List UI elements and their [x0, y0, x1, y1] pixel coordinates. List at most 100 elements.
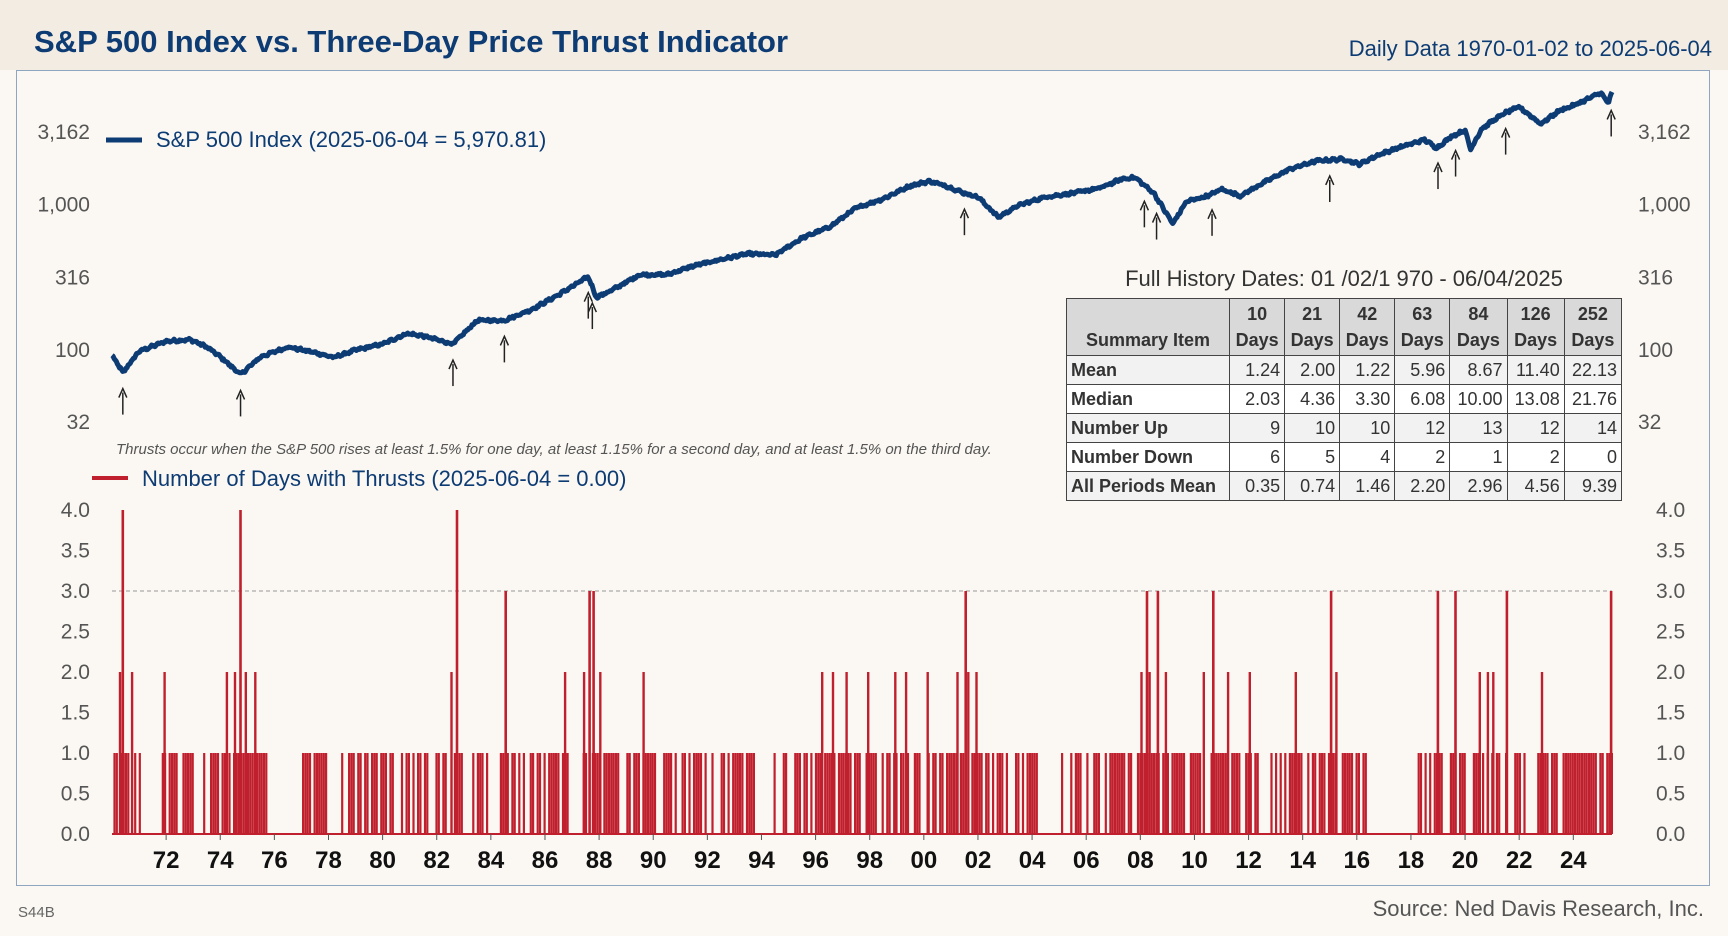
thrust-bar	[840, 753, 843, 834]
thrust-bar	[628, 753, 631, 834]
thrust-bar	[967, 672, 970, 834]
x-tick-label: 80	[369, 847, 396, 874]
arrow-head	[448, 358, 458, 370]
thrust-bar	[1127, 753, 1130, 834]
table-cell: 11.40	[1506, 355, 1565, 385]
thrust-bar	[782, 753, 785, 834]
thrust-bar	[699, 753, 703, 834]
thrust-bar	[670, 753, 673, 834]
thrust-bar	[1344, 753, 1347, 834]
table-cell: 2.96	[1449, 471, 1508, 501]
thrust-bar	[635, 753, 638, 834]
thrust-bar	[1033, 753, 1036, 834]
thrust-bar	[1553, 753, 1556, 834]
thrust-bar	[1546, 753, 1549, 834]
x-tick-label: 74	[207, 847, 234, 874]
thrust-bar	[348, 753, 351, 834]
y-tick-label: 3.5	[61, 540, 90, 563]
thrust-bar	[603, 753, 606, 834]
table-cell: 3.30	[1339, 384, 1396, 414]
arrow-head	[499, 334, 510, 346]
thrust-bar	[189, 753, 192, 834]
thrust-bar	[1233, 753, 1236, 834]
thrust-bar	[1189, 753, 1192, 834]
thrust-bar	[612, 753, 615, 834]
thrust-bar	[1357, 753, 1360, 834]
thrust-bar	[996, 753, 999, 834]
thrust-bar	[1578, 753, 1581, 834]
thrust-bar	[1564, 753, 1567, 834]
thrust-bar	[732, 753, 735, 834]
thrust-bar	[1364, 753, 1367, 834]
thrust-bar	[874, 753, 877, 834]
thrust-bar	[695, 753, 698, 834]
thrust-bar	[262, 753, 266, 834]
thrust-bar	[865, 753, 868, 834]
thrust-bar	[251, 753, 254, 834]
table-cell: 21.76	[1563, 384, 1623, 414]
thrust-bar	[113, 753, 116, 834]
index-legend: S&P 500 Index (2025-06-04 = 5,970.81)	[106, 127, 546, 152]
thrust-bar	[1226, 672, 1230, 834]
thrust-bar	[1350, 753, 1354, 834]
arrow-head	[1450, 148, 1461, 160]
thrust-bar	[1109, 753, 1112, 834]
thrust-bar	[242, 753, 245, 834]
thrust-bar	[254, 672, 257, 834]
signal-arrow	[1450, 148, 1461, 177]
col-header: 42 Days	[1339, 298, 1396, 356]
y-tick-label: 3.0	[61, 580, 90, 603]
y-tick-label: 1,000	[1638, 194, 1691, 217]
thrust-bar	[720, 753, 723, 834]
table-cell: 6	[1229, 442, 1286, 472]
thrust-bar	[127, 753, 130, 834]
thrust-bar	[773, 753, 776, 834]
y-tick-label: 1.5	[1656, 702, 1685, 725]
thrust-bar	[1031, 753, 1034, 834]
thrust-bar	[867, 672, 870, 834]
signal-arrow	[1325, 174, 1335, 202]
thrust-bar	[1478, 672, 1481, 834]
thrust-bar	[584, 753, 588, 834]
thrust-bar	[1210, 753, 1213, 834]
x-tick-label: 94	[748, 847, 775, 874]
thrust-bar	[536, 753, 539, 834]
x-tick-label: 06	[1073, 847, 1100, 874]
thrust-bar	[210, 753, 213, 834]
thrust-bar	[902, 753, 905, 834]
y-tick-label: 100	[55, 339, 90, 362]
thrust-bar	[1477, 753, 1480, 834]
thrust-bar	[237, 753, 240, 834]
y-tick-label: 1,000	[37, 194, 90, 217]
thrust-bar	[1130, 753, 1133, 834]
thrust-bar	[1571, 753, 1574, 834]
thrust-bar	[364, 753, 367, 834]
thrust-definition-note: Thrusts occur when the S&P 500 rises at …	[116, 441, 992, 458]
thrust-bar	[306, 753, 309, 834]
thrust-bar	[1463, 753, 1466, 834]
thrust-bar	[821, 672, 824, 834]
thrust-bar	[913, 753, 916, 834]
y-tick-label: 2.5	[1656, 621, 1685, 644]
thrust-bar	[1104, 753, 1107, 834]
sp500-index-line	[110, 90, 1615, 376]
thrust-bar	[1111, 753, 1114, 834]
thrust-bar	[1196, 753, 1199, 834]
thrust-bar	[1222, 753, 1225, 834]
thrust-bar	[992, 753, 995, 834]
arrow-head	[583, 290, 593, 302]
thrust-bar	[653, 753, 657, 834]
row-label: Number Down	[1065, 442, 1231, 472]
thrust-bar	[824, 753, 827, 834]
thrust-bar	[1148, 672, 1151, 834]
index-y-axis-left: 32 100 316 1,000 3,162	[37, 121, 90, 434]
thrust-bar-peak	[1454, 591, 1457, 834]
x-tick-label: 14	[1289, 847, 1316, 874]
thrust-bar	[1314, 753, 1317, 834]
thrust-bar	[1341, 753, 1344, 834]
thrust-bar	[1523, 753, 1526, 834]
signal-arrow	[587, 301, 598, 330]
thrust-bar	[373, 753, 376, 834]
thrust-legend-label: Number of Days with Thrusts (2025-06-04 …	[142, 466, 626, 491]
index-legend-label: S&P 500 Index (2025-06-04 = 5,970.81)	[156, 127, 546, 152]
